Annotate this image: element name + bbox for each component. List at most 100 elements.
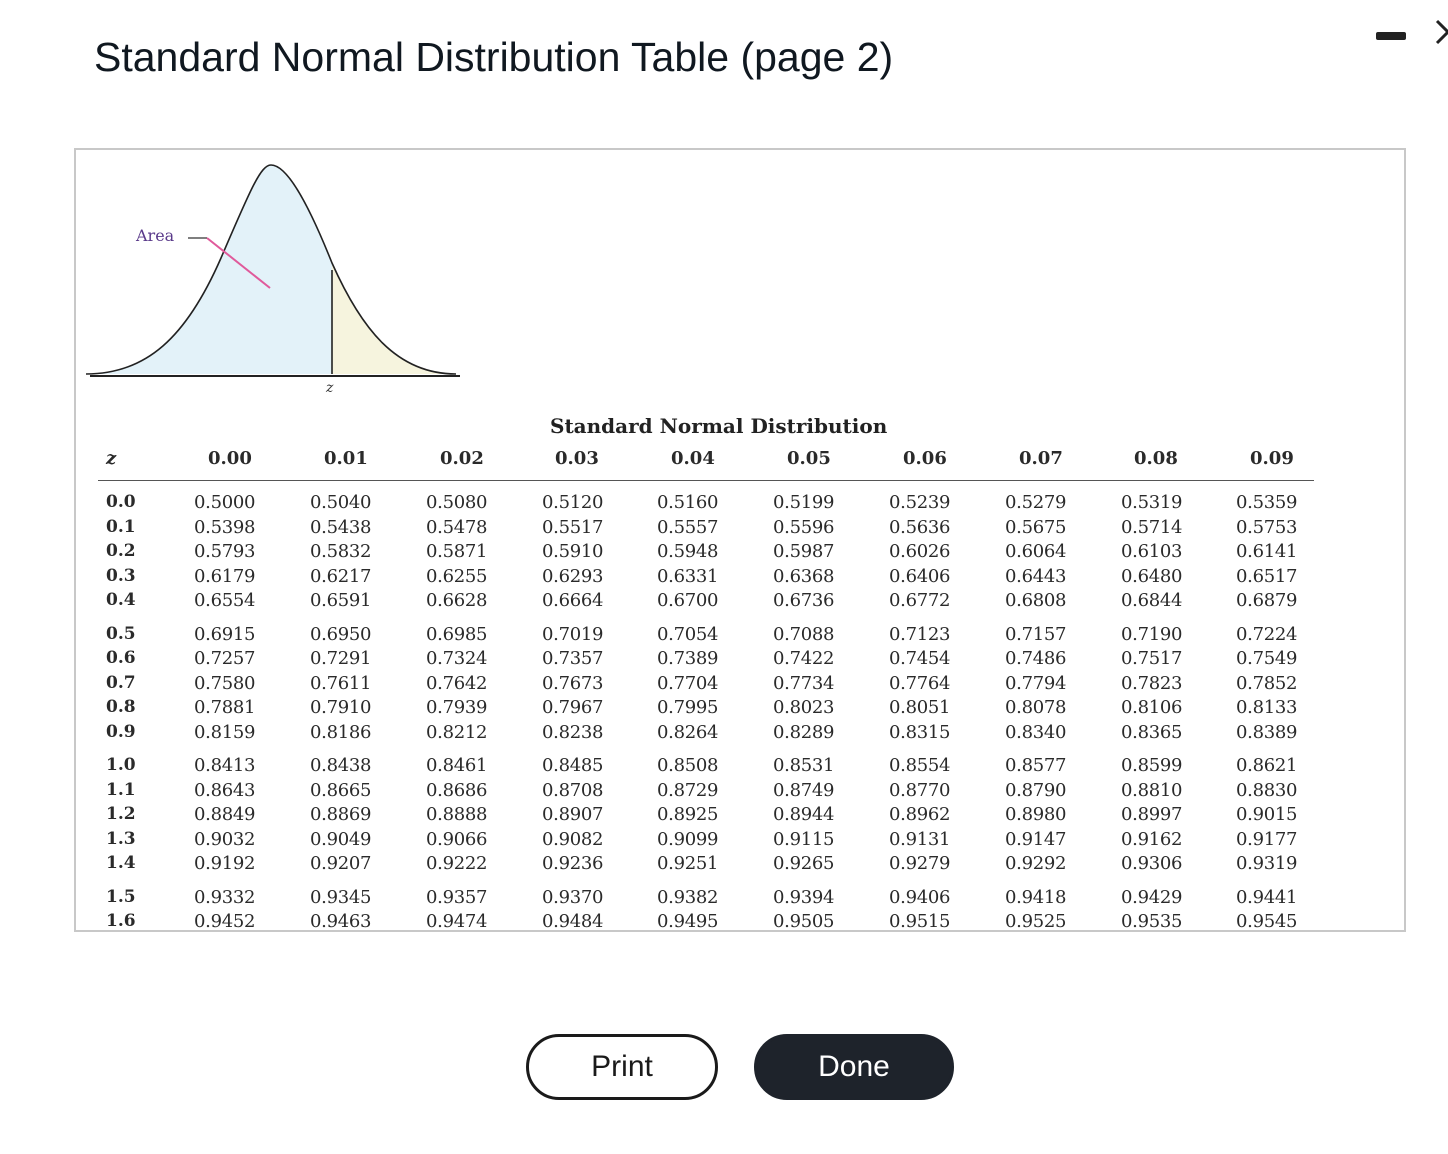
probability-cell: 0.5636 <box>889 516 951 538</box>
table-caption: Standard Normal Distribution <box>550 414 888 438</box>
probability-cell: 0.9441 <box>1236 886 1298 908</box>
probability-cell: 0.6915 <box>194 623 256 645</box>
probability-cell: 0.9545 <box>1236 911 1298 932</box>
probability-cell: 0.6443 <box>1005 565 1067 587</box>
table-row: 1.2 0.8849 0.8869 0.8888 0.8907 0.8925 0.8944 0… <box>76 804 1404 828</box>
probability-cell: 0.6554 <box>194 590 256 611</box>
z-value-cell: 0.9 <box>106 721 136 742</box>
probability-cell: 0.6808 <box>1005 590 1067 611</box>
table-row: 0.0 0.5000 0.5040 0.5080 0.5120 0.5160 0.5199 0… <box>76 492 1404 516</box>
probability-cell: 0.8962 <box>889 804 951 825</box>
probability-cell: 0.9192 <box>194 853 256 874</box>
probability-cell: 0.8389 <box>1236 721 1298 743</box>
probability-cell: 0.8485 <box>542 755 604 776</box>
close-icon[interactable] <box>1434 18 1448 46</box>
z-value-cell: 1.2 <box>106 804 136 824</box>
normal-curve-figure <box>85 158 466 403</box>
probability-cell: 0.8599 <box>1121 755 1183 776</box>
probability-cell: 0.8365 <box>1121 721 1183 743</box>
probability-cell: 0.8159 <box>194 721 256 743</box>
probability-cell: 0.8051 <box>889 697 951 718</box>
probability-cell: 0.8643 <box>194 779 256 801</box>
probability-cell: 0.9406 <box>889 886 951 908</box>
probability-cell: 0.8577 <box>1005 755 1067 776</box>
area-label: Area <box>136 226 175 245</box>
probability-cell: 0.9495 <box>657 911 719 932</box>
probability-cell: 0.7549 <box>1236 648 1298 669</box>
probability-cell: 0.8665 <box>310 779 372 801</box>
probability-cell: 0.8790 <box>1005 779 1067 801</box>
probability-cell: 0.9032 <box>194 828 256 850</box>
probability-cell: 0.7967 <box>542 697 604 718</box>
probability-cell: 0.6103 <box>1121 541 1183 562</box>
probability-cell: 0.7611 <box>310 672 372 694</box>
z-value-cell: 0.1 <box>106 516 136 537</box>
probability-cell: 0.6628 <box>426 590 488 611</box>
probability-cell: 0.9292 <box>1005 853 1067 874</box>
table-row: 0.6 0.7257 0.7291 0.7324 0.7357 0.7389 0.7422 0… <box>76 648 1404 672</box>
z-value-cell: 0.8 <box>106 697 136 717</box>
probability-cell: 0.5080 <box>426 492 488 513</box>
probability-cell: 0.6331 <box>657 565 719 587</box>
probability-cell: 0.9394 <box>773 886 835 908</box>
z-value-cell: 1.3 <box>106 828 136 849</box>
probability-cell: 0.9418 <box>1005 886 1067 908</box>
table-row: 0.9 0.8159 0.8186 0.8212 0.8238 0.8264 0.8289 0… <box>76 722 1404 746</box>
column-header: 0.01 <box>324 448 368 469</box>
probability-cell: 0.9099 <box>657 828 719 850</box>
done-button[interactable]: Done <box>754 1034 954 1100</box>
curve-line <box>85 164 457 375</box>
probability-cell: 0.7324 <box>426 648 488 669</box>
probability-cell: 0.6217 <box>310 565 372 587</box>
table-frame[interactable]: Area z Standard Normal Distribution z 0.… <box>74 148 1406 932</box>
probability-cell: 0.7190 <box>1121 623 1183 645</box>
probability-cell: 0.7517 <box>1121 648 1183 669</box>
table-row: 1.3 0.9032 0.9049 0.9066 0.9082 0.9099 0.9115 0… <box>76 829 1404 853</box>
table-row: 0.3 0.6179 0.6217 0.6255 0.6293 0.6331 0.6368 0… <box>76 566 1404 590</box>
print-button[interactable]: Print <box>526 1034 718 1100</box>
probability-cell: 0.6026 <box>889 541 951 562</box>
probability-cell: 0.6480 <box>1121 565 1183 587</box>
probability-cell: 0.7123 <box>889 623 951 645</box>
probability-cell: 0.6517 <box>1236 565 1298 587</box>
probability-cell: 0.8888 <box>426 804 488 825</box>
probability-cell: 0.9484 <box>542 911 604 932</box>
probability-cell: 0.9535 <box>1121 911 1183 932</box>
probability-cell: 0.7704 <box>657 672 719 694</box>
probability-cell: 0.8315 <box>889 721 951 743</box>
probability-cell: 0.9147 <box>1005 828 1067 850</box>
column-header: 0.03 <box>555 448 599 469</box>
z-value-cell: 0.7 <box>106 672 136 693</box>
z-value-cell: 0.3 <box>106 565 136 586</box>
probability-cell: 0.5160 <box>657 492 719 513</box>
probability-cell: 0.7673 <box>542 672 604 694</box>
probability-cell: 0.5793 <box>194 541 256 562</box>
z-value-cell: 0.0 <box>106 492 136 512</box>
z-value-cell: 1.1 <box>106 779 136 800</box>
probability-cell: 0.8531 <box>773 755 835 776</box>
probability-cell: 0.5120 <box>542 492 604 513</box>
probability-cell: 0.8770 <box>889 779 951 801</box>
column-header: 0.04 <box>671 448 715 469</box>
table-row: 0.8 0.7881 0.7910 0.7939 0.7967 0.7995 0.8023 0… <box>76 697 1404 721</box>
probability-cell: 0.6406 <box>889 565 951 587</box>
probability-cell: 0.9049 <box>310 828 372 850</box>
minimize-icon[interactable] <box>1376 32 1406 40</box>
probability-cell: 0.6772 <box>889 590 951 611</box>
probability-cell: 0.9082 <box>542 828 604 850</box>
probability-cell: 0.9066 <box>426 828 488 850</box>
probability-cell: 0.8810 <box>1121 779 1183 801</box>
probability-cell: 0.8554 <box>889 755 951 776</box>
probability-cell: 0.8133 <box>1236 697 1298 718</box>
probability-cell: 0.7734 <box>773 672 835 694</box>
probability-cell: 0.9131 <box>889 828 951 850</box>
probability-cell: 0.7995 <box>657 697 719 718</box>
table-row: 1.4 0.9192 0.9207 0.9222 0.9236 0.9251 0.9265 0… <box>76 853 1404 877</box>
probability-cell: 0.7389 <box>657 648 719 669</box>
table-row: 1.1 0.8643 0.8665 0.8686 0.8708 0.8729 0.8749 0… <box>76 780 1404 804</box>
probability-cell: 0.9382 <box>657 886 719 908</box>
probability-cell: 0.7157 <box>1005 623 1067 645</box>
probability-cell: 0.9370 <box>542 886 604 908</box>
column-header: 0.05 <box>787 448 831 469</box>
probability-cell: 0.8413 <box>194 755 256 776</box>
